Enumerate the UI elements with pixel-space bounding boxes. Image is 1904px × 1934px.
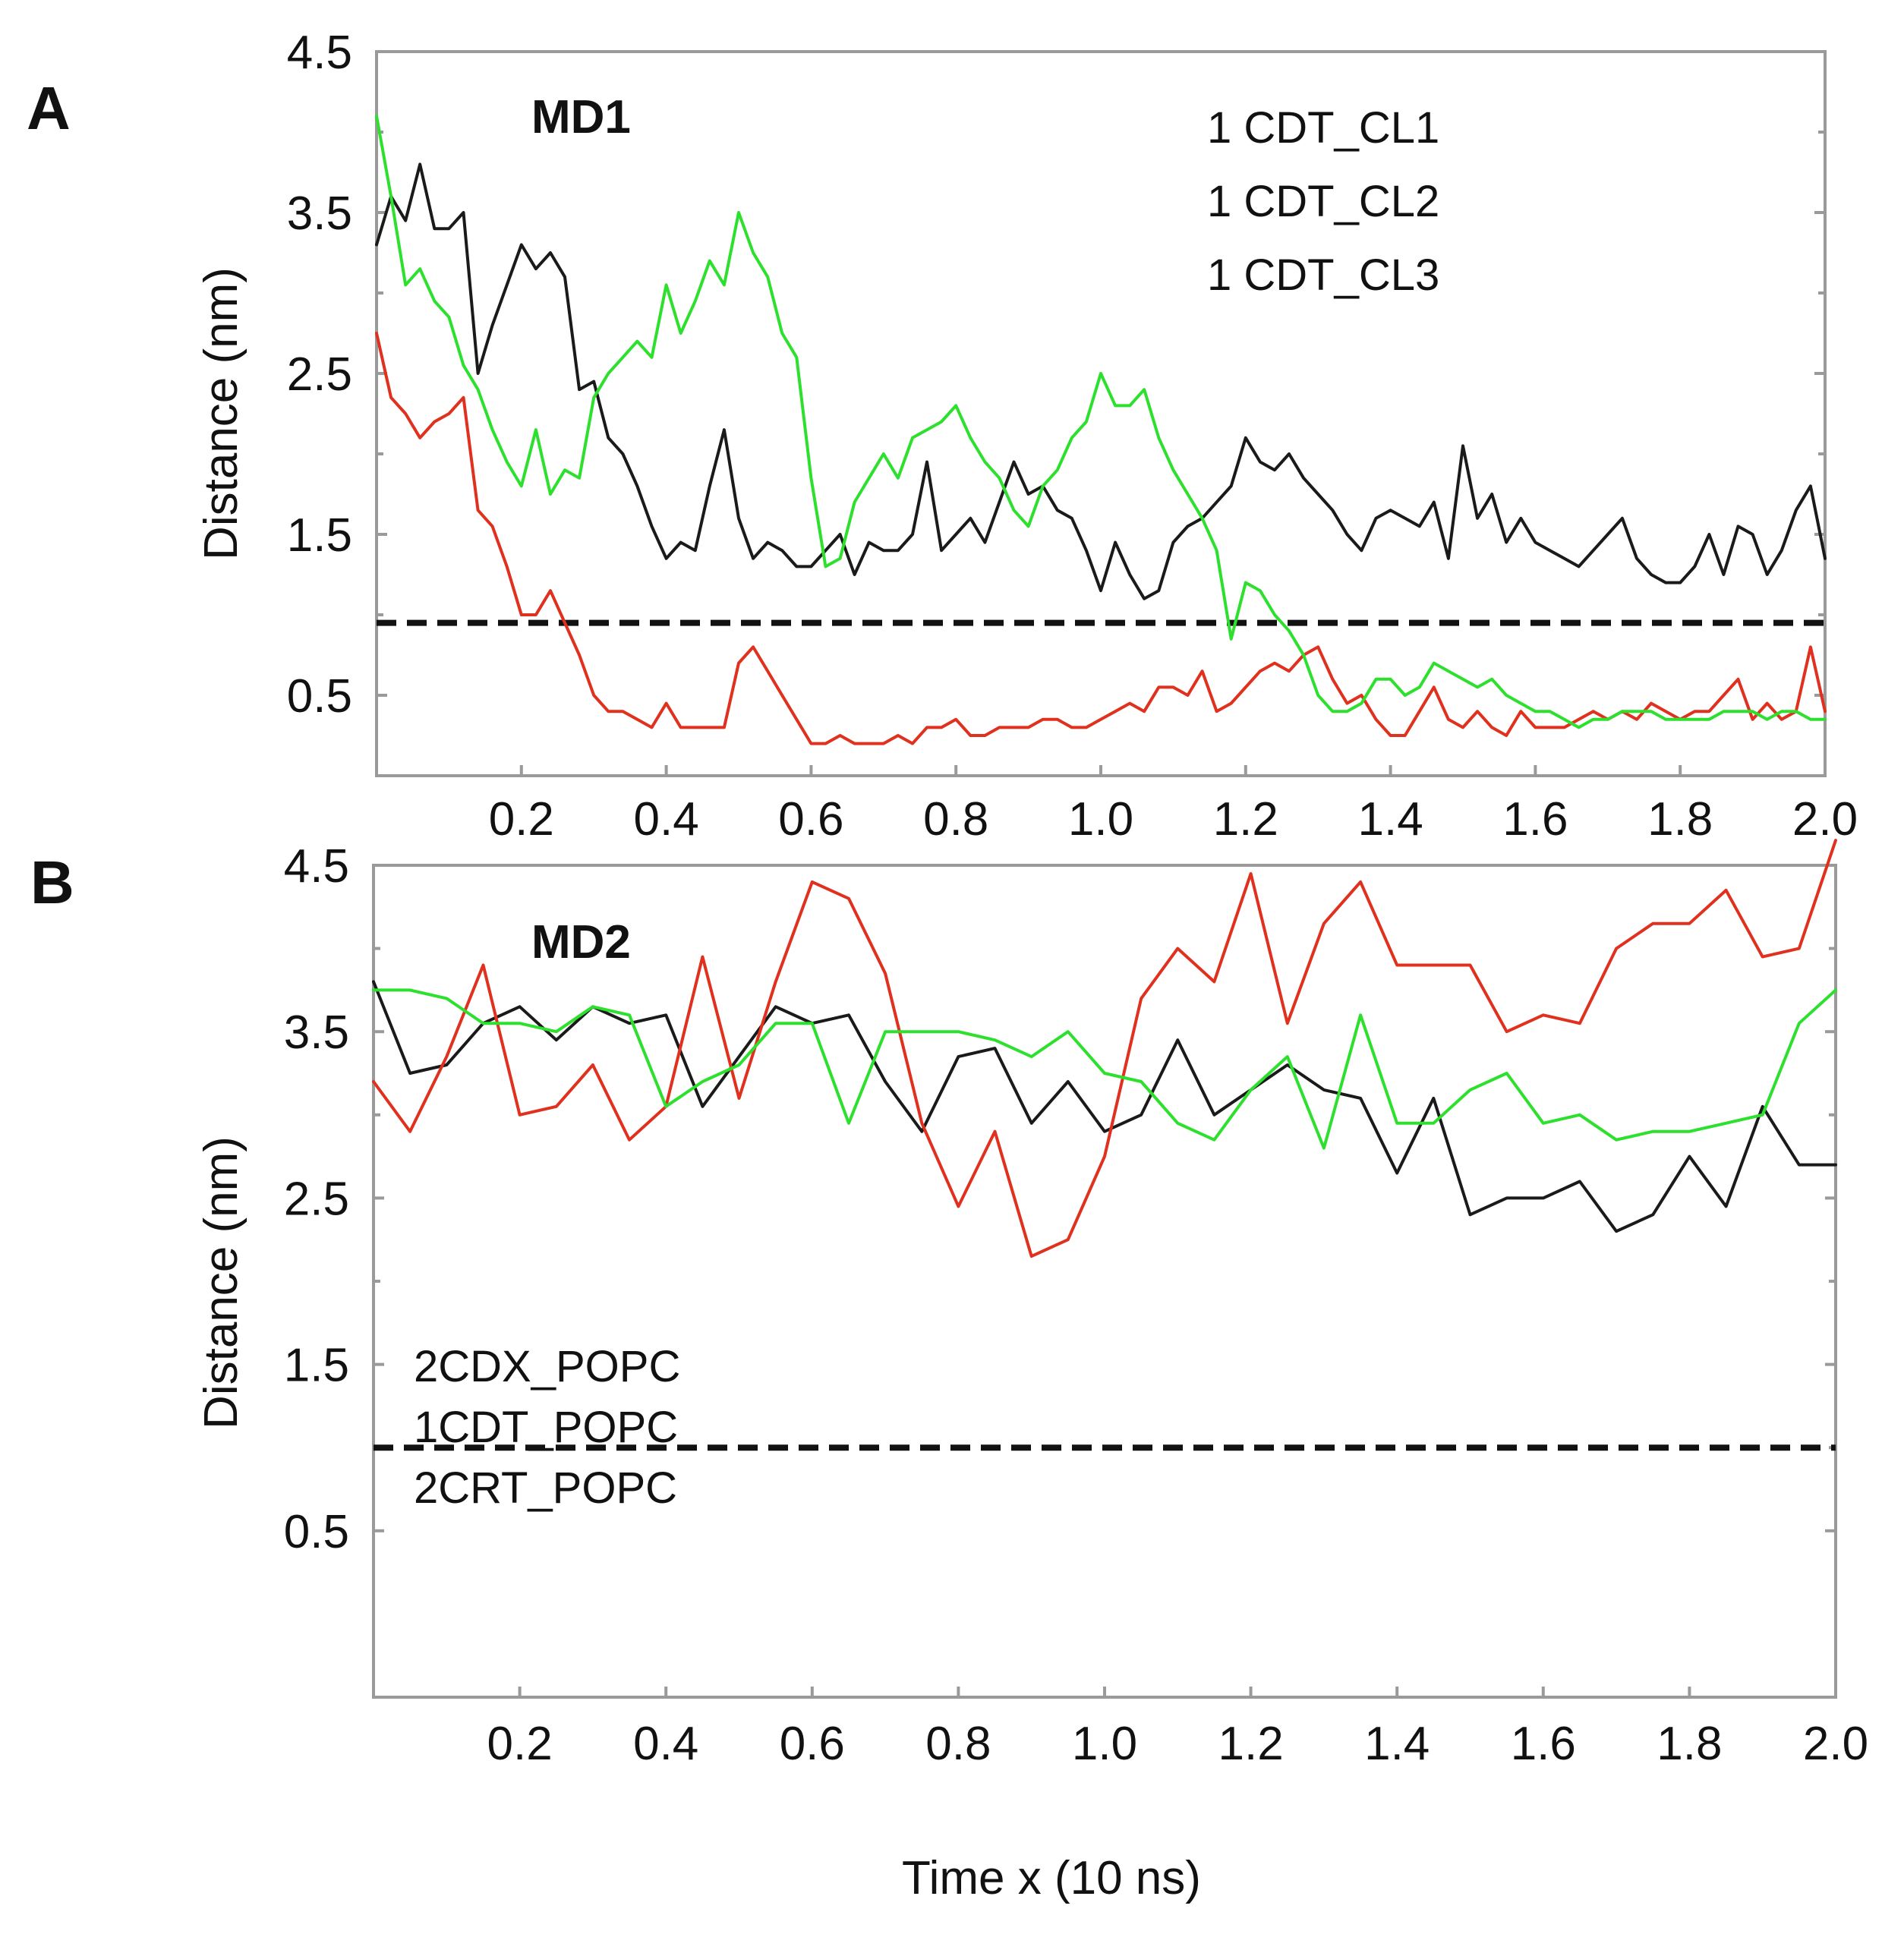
- panel-b-xtick-label: 1.8: [1657, 1718, 1722, 1770]
- legend-entry-1cdt-popc: 1CDT_POPC: [414, 1403, 678, 1452]
- panel-b-title: MD2: [531, 916, 631, 969]
- panel-a-ytick-label: 2.5: [287, 348, 352, 401]
- legend-entry-1cdt-cl3: 1 CDT_CL3: [1207, 250, 1439, 300]
- panel-b-ytick-label: 2.5: [284, 1173, 349, 1225]
- panel-a-ytick-label: 4.5: [287, 27, 352, 79]
- panel-a-frame: [375, 50, 1827, 777]
- panel-a-ytick-label: 3.5: [287, 187, 352, 240]
- panel-a-xtick-label: 0.4: [633, 793, 698, 846]
- legend-entry-1cdt-cl2: 1 CDT_CL2: [1207, 177, 1439, 226]
- panel-b-frame: [372, 864, 1837, 1699]
- x-axis-label: Time x (10 ns): [902, 1852, 1201, 1904]
- panel-b-series-1cdt-popc: [372, 839, 1837, 1258]
- panel-b-xtick-label: 1.0: [1072, 1718, 1137, 1770]
- panel-a-series-1-cdt-cl3: [375, 114, 1827, 729]
- panel-b-xtick-label: 0.8: [925, 1718, 991, 1770]
- panel-a-series-1-cdt-cl2: [375, 332, 1827, 745]
- panel-b-xtick-label: 0.4: [633, 1718, 698, 1770]
- panel-a-xtick-label: 1.2: [1213, 793, 1278, 846]
- panel-a-ytick-label: 0.5: [287, 670, 352, 723]
- panel-b-ylabel: Distance (nm): [195, 1136, 247, 1429]
- panel-a-title: MD1: [531, 91, 631, 143]
- panel-b-xtick-label: 0.6: [780, 1718, 845, 1770]
- panel-b-ytick-label: 1.5: [284, 1340, 349, 1392]
- panel-a-ticks: 0.2 0.4 0.6 0.8 1.0 1.2 1.4 1.6 1.8 2.0 0.5 1.5 2.5 3…: [287, 27, 1858, 846]
- legend-entry-1cdt-cl1: 1 CDT_CL1: [1207, 103, 1439, 153]
- panel-b-letter: B: [30, 849, 74, 916]
- panel-b-xtick-label: 1.2: [1218, 1718, 1283, 1770]
- panel-a-xtick-label: 0.2: [489, 793, 554, 846]
- panel-b-series: [372, 839, 1837, 1451]
- panel-b-series-2cdx-popc: [372, 980, 1837, 1233]
- panel-b-ytick-label: 0.5: [284, 1506, 349, 1558]
- panel-a-xtick-label: 1.8: [1647, 793, 1713, 846]
- panel-a: A 0.2 0.4 0.6 0.8 1.0 1.2 1.4 1.6 1.8 2.0 0.5 1.5 2.…: [27, 27, 1858, 846]
- legend-entry-2cdx-popc: 2CDX_POPC: [414, 1342, 680, 1391]
- panel-b-ytick-label: 4.5: [284, 840, 349, 893]
- panel-a-xtick-label: 1.6: [1502, 793, 1568, 846]
- legend-entry-2crt-popc: 2CRT_POPC: [414, 1463, 677, 1513]
- panel-a-letter: A: [27, 74, 71, 142]
- panel-b-xtick-label: 1.4: [1364, 1718, 1430, 1770]
- panel-a-ylabel: Distance (nm): [195, 267, 247, 560]
- panel-a-xtick-label: 0.8: [923, 793, 988, 846]
- panel-b-series-2crt-popc: [372, 988, 1837, 1150]
- panel-b-legend: 2CDX_POPC 1CDT_POPC 2CRT_POPC: [414, 1342, 680, 1513]
- panel-a-ytick-label: 1.5: [287, 509, 352, 562]
- panel-a-xtick-label: 0.6: [778, 793, 843, 846]
- panel-a-xtick-label: 1.0: [1068, 793, 1133, 846]
- panel-a-series: [375, 114, 1827, 745]
- panel-a-xtick-label: 2.0: [1792, 793, 1858, 846]
- panel-b-xtick-label: 0.2: [487, 1718, 552, 1770]
- panel-a-legend: 1 CDT_CL1 1 CDT_CL2 1 CDT_CL3: [1207, 103, 1439, 300]
- panel-b: B 0.2 0.4 0.6 0.8 1.0 1.2 1.4 1.6 1.8 2.0 0.5 1.5 2.…: [30, 839, 1868, 1904]
- panel-a-xtick-label: 1.4: [1357, 793, 1423, 846]
- panel-b-ticks: 0.2 0.4 0.6 0.8 1.0 1.2 1.4 1.6 1.8 2.0 0.5 1.5 2.5 3…: [284, 840, 1868, 1770]
- panel-b-ytick-label: 3.5: [284, 1006, 349, 1059]
- panel-b-xtick-label: 1.6: [1511, 1718, 1576, 1770]
- panel-a-series-1-cdt-cl1: [375, 162, 1827, 600]
- panel-b-xtick-label: 2.0: [1803, 1718, 1868, 1770]
